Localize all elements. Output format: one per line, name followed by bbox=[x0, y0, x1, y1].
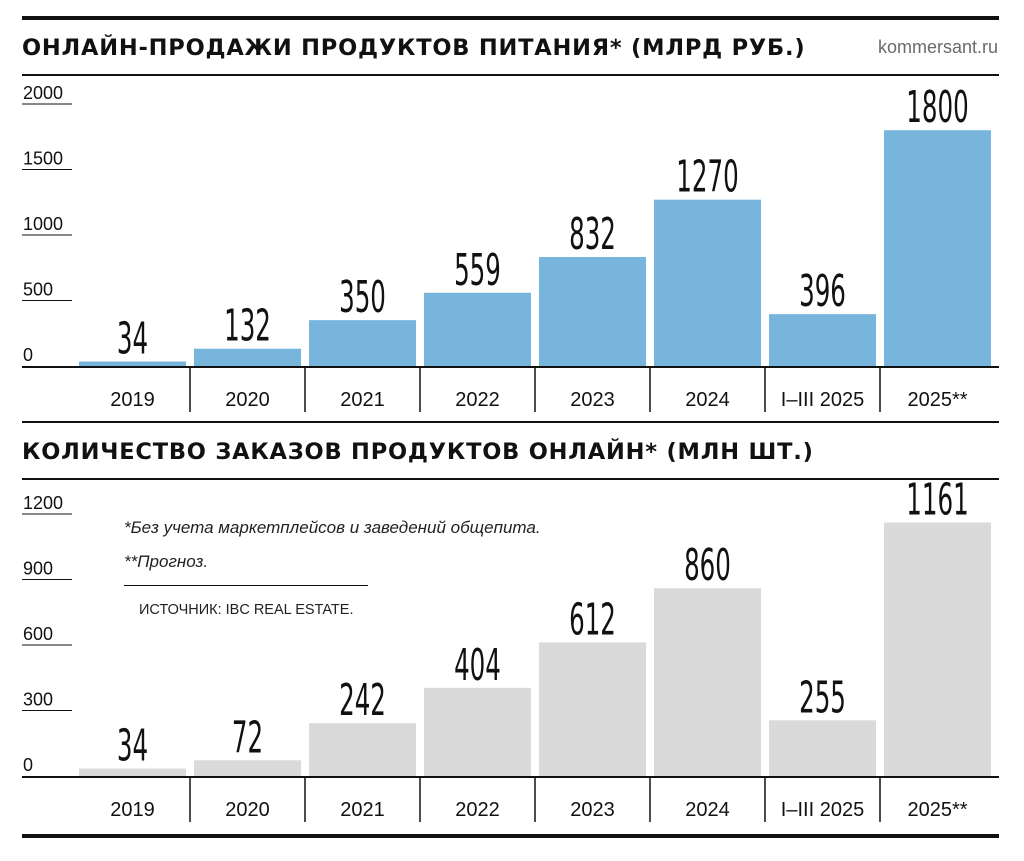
orders-value-label-1: 72 bbox=[232, 711, 263, 763]
bottom-rule bbox=[22, 834, 999, 838]
orders-bar-3 bbox=[424, 687, 531, 776]
site-label: kommersant.ru bbox=[877, 37, 998, 57]
sales-bar-6 bbox=[769, 314, 876, 366]
sales-bar-3 bbox=[424, 292, 531, 366]
sales-category-label-0: 2019 bbox=[110, 389, 155, 411]
sales-category-label-5: 2024 bbox=[685, 389, 730, 411]
orders-value-label-0: 34 bbox=[117, 720, 148, 772]
orders-bar-5 bbox=[654, 588, 761, 776]
orders-ytick-label: 300 bbox=[23, 690, 53, 710]
orders-value-label-6: 255 bbox=[799, 671, 846, 723]
orders-value-label-7: 1161 bbox=[906, 474, 968, 526]
sales-value-label-0: 34 bbox=[117, 313, 148, 365]
source-divider bbox=[124, 585, 368, 586]
sales-bar-2 bbox=[309, 320, 416, 366]
sales-bar-7 bbox=[884, 130, 991, 366]
orders-bar-7 bbox=[884, 522, 991, 776]
orders-category-label-5: 2024 bbox=[685, 799, 730, 821]
orders-category-label-0: 2019 bbox=[110, 799, 155, 821]
orders-category-label-4: 2023 bbox=[570, 799, 615, 821]
orders-ytick-label: 1200 bbox=[23, 493, 63, 513]
section-rule bbox=[22, 421, 999, 423]
sales-ytick-label: 500 bbox=[23, 280, 53, 300]
orders-ytick-label: 900 bbox=[23, 559, 53, 579]
sales-value-label-3: 559 bbox=[454, 244, 501, 296]
chart-title-sales: ОНЛАЙН-ПРОДАЖИ ПРОДУКТОВ ПИТАНИЯ* (МЛРД … bbox=[22, 35, 806, 61]
sales-ytick-label: 0 bbox=[23, 345, 33, 365]
sales-category-label-3: 2022 bbox=[455, 389, 500, 411]
sales-value-label-7: 1800 bbox=[906, 81, 968, 133]
sales-bar-0 bbox=[79, 361, 186, 366]
sales-value-label-2: 350 bbox=[339, 271, 386, 323]
sales-value-label-6: 396 bbox=[799, 265, 846, 317]
orders-value-label-2: 242 bbox=[339, 674, 386, 726]
sales-bar-5 bbox=[654, 199, 761, 366]
orders-bar-6 bbox=[769, 720, 876, 776]
sales-ytick-label: 2000 bbox=[23, 83, 63, 103]
sales-category-label-6: I–III 2025 bbox=[781, 389, 864, 411]
orders-category-label-7: 2025** bbox=[907, 799, 967, 821]
footnote-forecast: **Прогноз. bbox=[124, 552, 209, 571]
orders-category-label-3: 2022 bbox=[455, 799, 500, 821]
sales-ytick-label: 1500 bbox=[23, 149, 63, 169]
sales-value-label-5: 1270 bbox=[676, 151, 738, 203]
chart-title-orders: КОЛИЧЕСТВО ЗАКАЗОВ ПРОДУКТОВ ОНЛАЙН* (МЛ… bbox=[22, 439, 814, 465]
orders-category-label-2: 2021 bbox=[340, 799, 385, 821]
header-rule-orders bbox=[22, 478, 999, 480]
sales-category-label-1: 2020 bbox=[225, 389, 270, 411]
header-rule-sales bbox=[22, 74, 999, 76]
orders-ytick-label: 600 bbox=[23, 624, 53, 644]
sales-bar-4 bbox=[539, 257, 646, 366]
orders-ytick-label: 0 bbox=[23, 755, 33, 775]
sales-ytick-label: 1000 bbox=[23, 214, 63, 234]
orders-value-label-3: 404 bbox=[454, 639, 501, 691]
top-rule bbox=[22, 16, 999, 20]
orders-value-label-5: 860 bbox=[684, 539, 731, 591]
sales-category-label-4: 2023 bbox=[570, 389, 615, 411]
orders-category-label-1: 2020 bbox=[225, 799, 270, 821]
footnote-excluding: *Без учета маркетплейсов и заведений общ… bbox=[124, 518, 541, 537]
sales-value-label-4: 832 bbox=[569, 208, 616, 260]
sales-category-label-7: 2025** bbox=[907, 389, 967, 411]
source-label: ИСТОЧНИК: IBC REAL ESTATE. bbox=[139, 602, 354, 618]
orders-value-label-4: 612 bbox=[569, 594, 616, 646]
orders-bar-4 bbox=[539, 642, 646, 776]
sales-category-label-2: 2021 bbox=[340, 389, 385, 411]
sales-bar-1 bbox=[194, 348, 301, 366]
orders-bar-0 bbox=[79, 768, 186, 776]
orders-category-label-6: I–III 2025 bbox=[781, 799, 864, 821]
sales-value-label-1: 132 bbox=[224, 300, 271, 352]
orders-bar-1 bbox=[194, 760, 301, 776]
orders-bar-2 bbox=[309, 723, 416, 776]
